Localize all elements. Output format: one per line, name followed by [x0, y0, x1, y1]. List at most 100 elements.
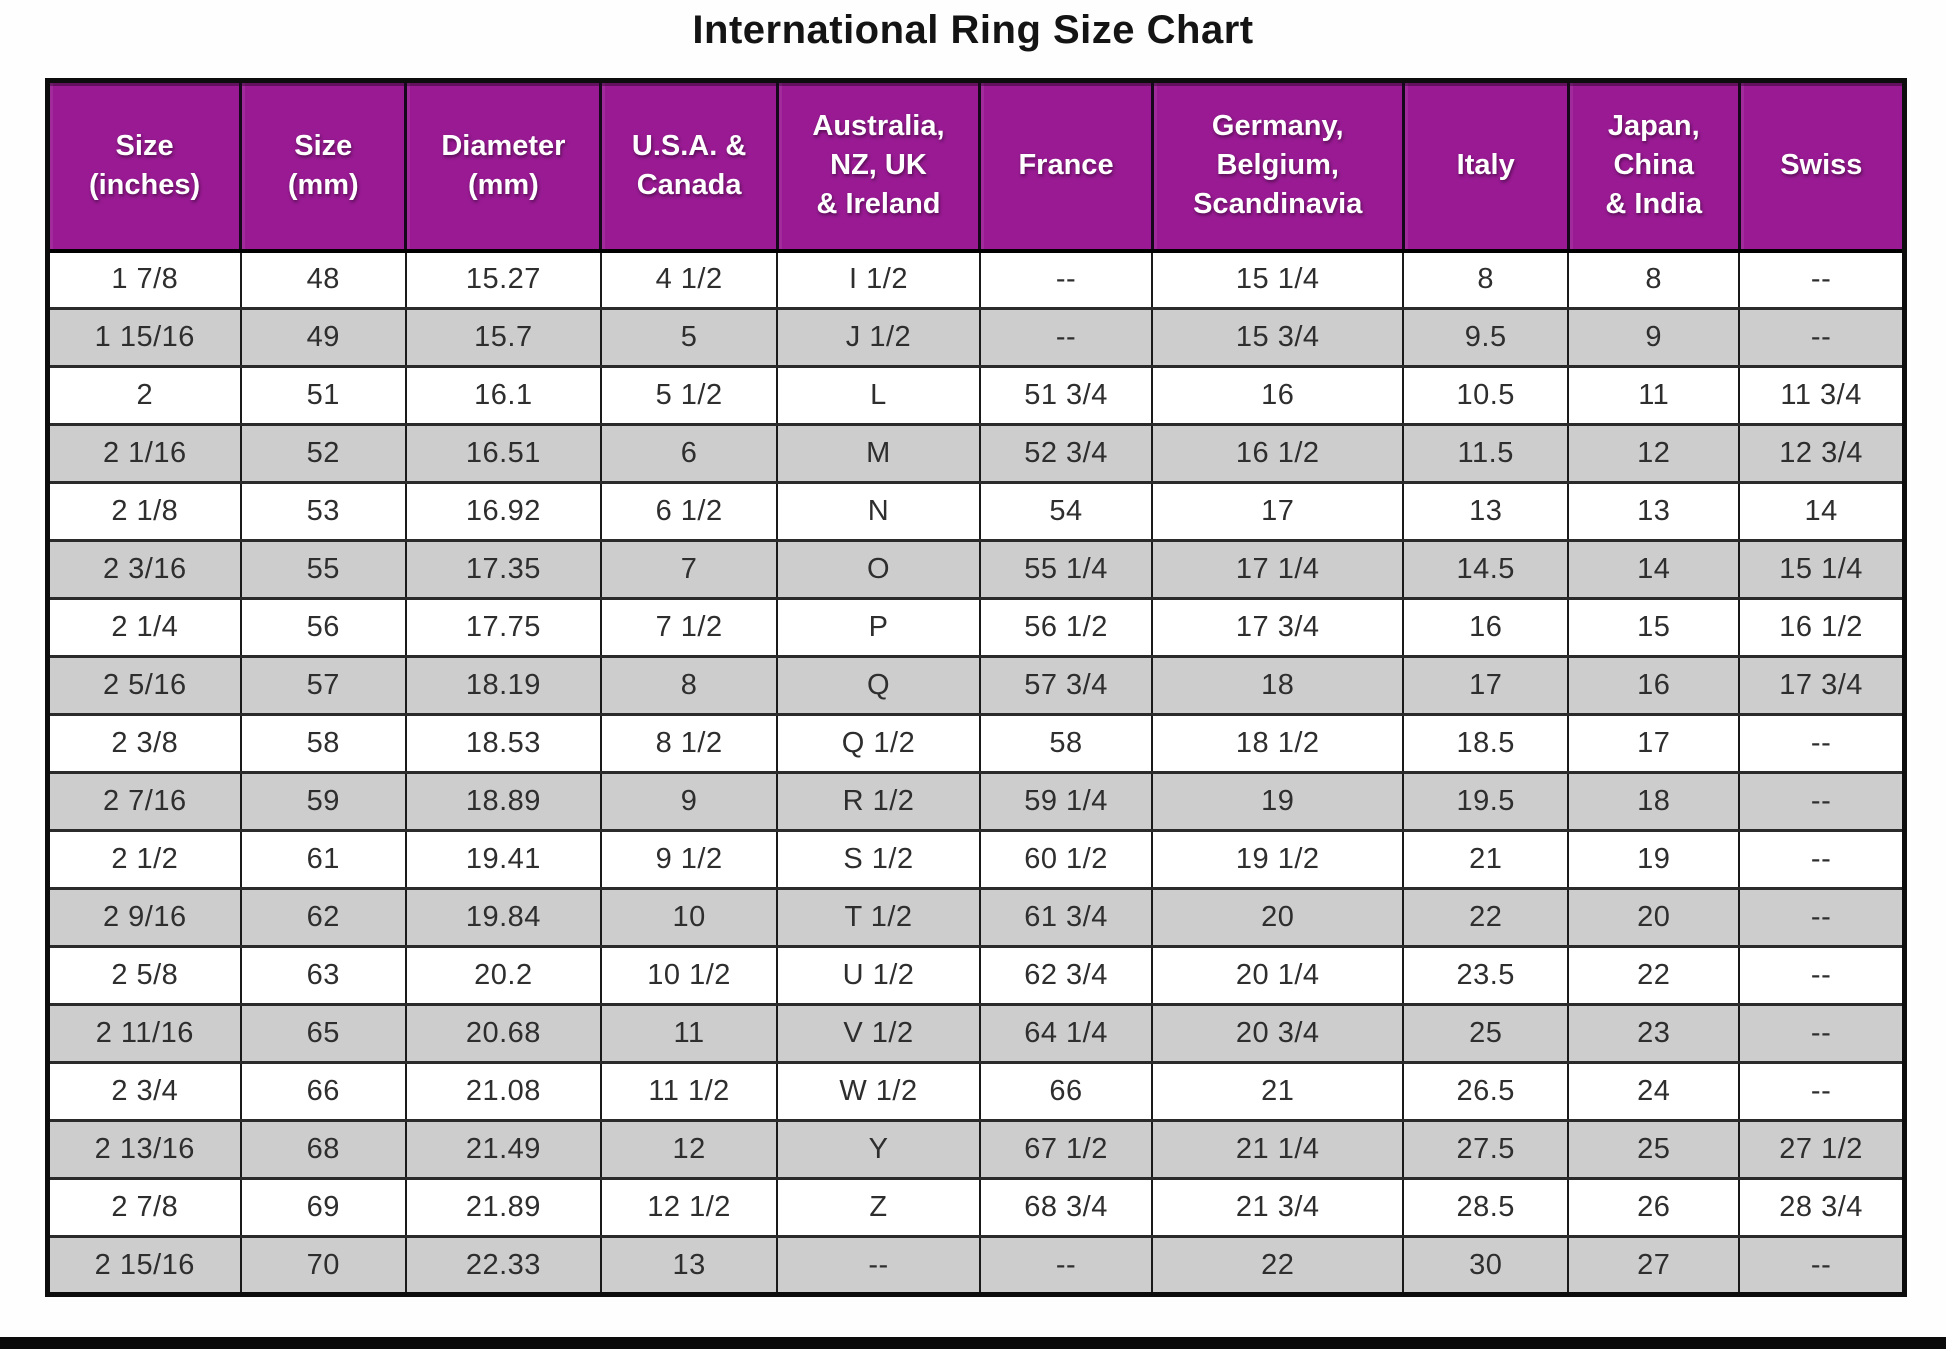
- table-cell: 19 1/2: [1151, 829, 1405, 890]
- table-cell: --: [1738, 1003, 1906, 1064]
- table-row: 2 15/16 70 22.33 13 -- -- 22 30 27 --: [46, 1235, 1906, 1296]
- table-cell: 23: [1567, 1003, 1741, 1064]
- table-cell: 60 1/2: [978, 829, 1154, 890]
- table-row: 2 7/8 69 21.89 12 1/2 Z 68 3/4 21 3/4 28.5 26 28 …: [46, 1177, 1906, 1238]
- table-cell: 17 1/4: [1151, 539, 1405, 600]
- table-cell: 2: [46, 365, 242, 426]
- table-cell: --: [1738, 307, 1906, 368]
- table-cell: 28 3/4: [1738, 1177, 1906, 1238]
- table-row: 1 15/16 49 15.7 5 J 1/2 -- 15 3/4 9.5 9 --: [46, 307, 1906, 368]
- table-head-row: Size (inches) Size (mm) Diameter (mm) U.S.A…: [45, 80, 1907, 253]
- table-cell: P: [776, 597, 981, 658]
- table-cell: 26.5: [1402, 1061, 1570, 1122]
- table-cell: 22: [1567, 945, 1741, 1006]
- table-cell: 2 3/4: [46, 1061, 242, 1122]
- table-cell: 21 1/4: [1151, 1119, 1405, 1180]
- table-row: 2 51 16.1 5 1/2 L 51 3/4 16 10.5 11 11 3/4: [46, 365, 1906, 426]
- page-title: International Ring Size Chart: [692, 8, 1254, 52]
- table-cell: 9: [1567, 307, 1741, 368]
- table-row: 2 5/16 57 18.19 8 Q 57 3/4 18 17 16 17 3/4: [46, 655, 1906, 716]
- table-cell: 2 5/16: [46, 655, 242, 716]
- table-cell: 67 1/2: [978, 1119, 1154, 1180]
- table-cell: --: [978, 249, 1154, 310]
- table-cell: 15.7: [404, 307, 602, 368]
- table-cell: 22.33: [404, 1235, 602, 1296]
- table-cell: 16: [1567, 655, 1741, 716]
- table-cell: 17.75: [404, 597, 602, 658]
- table-cell: --: [978, 307, 1154, 368]
- table-cell: 57 3/4: [978, 655, 1154, 716]
- table-cell: 18.89: [404, 771, 602, 832]
- table-cell: 18.5: [1402, 713, 1570, 774]
- table-cell: 17 3/4: [1738, 655, 1906, 716]
- table-cell: 30: [1402, 1235, 1570, 1296]
- table-cell: 51: [239, 365, 407, 426]
- table-cell: 2 1/2: [46, 829, 242, 890]
- table-row: 2 7/16 59 18.89 9 R 1/2 59 1/4 19 19.5 18 --: [46, 771, 1906, 832]
- column-header-swiss: Swiss: [1737, 80, 1907, 253]
- table-cell: 69: [239, 1177, 407, 1238]
- table-cell: 19: [1151, 771, 1405, 832]
- table-row: 2 1/2 61 19.41 9 1/2 S 1/2 60 1/2 19 1/2 21 19 --: [46, 829, 1906, 890]
- table-cell: 8: [599, 655, 779, 716]
- table-cell: 20.68: [404, 1003, 602, 1064]
- table-cell: U 1/2: [776, 945, 981, 1006]
- table-cell: Y: [776, 1119, 981, 1180]
- table-cell: N: [776, 481, 981, 542]
- table-cell: --: [1738, 249, 1906, 310]
- table-header: Size (inches) Size (mm) Diameter (mm) U.S.A…: [45, 80, 1907, 253]
- table-cell: 53: [239, 481, 407, 542]
- table-cell: 17 3/4: [1151, 597, 1405, 658]
- table-cell: 17.35: [404, 539, 602, 600]
- table-cell: 15 1/4: [1151, 249, 1405, 310]
- table-cell: 13: [1402, 481, 1570, 542]
- table-row: 2 3/16 55 17.35 7 O 55 1/4 17 1/4 14.5 14 15 1/4: [46, 539, 1906, 600]
- table-cell: 52: [239, 423, 407, 484]
- table-cell: 10 1/2: [599, 945, 779, 1006]
- table-cell: 20 1/4: [1151, 945, 1405, 1006]
- table-cell: 23.5: [1402, 945, 1570, 1006]
- table-cell: Z: [776, 1177, 981, 1238]
- table-cell: 2 13/16: [46, 1119, 242, 1180]
- table-cell: 18 1/2: [1151, 713, 1405, 774]
- table-cell: 52 3/4: [978, 423, 1154, 484]
- table-cell: 27.5: [1402, 1119, 1570, 1180]
- table-cell: 12: [1567, 423, 1741, 484]
- table-cell: 18.19: [404, 655, 602, 716]
- table-cell: 20 3/4: [1151, 1003, 1405, 1064]
- table-cell: 61 3/4: [978, 887, 1154, 948]
- table-cell: 12 1/2: [599, 1177, 779, 1238]
- table-cell: 59: [239, 771, 407, 832]
- table-cell: 21 3/4: [1151, 1177, 1405, 1238]
- table-cell: 16.1: [404, 365, 602, 426]
- table-cell: 2 5/8: [46, 945, 242, 1006]
- table-row: 2 9/16 62 19.84 10 T 1/2 61 3/4 20 22 20 --: [46, 887, 1906, 948]
- table-cell: 11 3/4: [1738, 365, 1906, 426]
- table-cell: 1 15/16: [46, 307, 242, 368]
- table-cell: 16: [1151, 365, 1405, 426]
- table-cell: 64 1/4: [978, 1003, 1154, 1064]
- table-cell: --: [776, 1235, 981, 1296]
- table-cell: 8 1/2: [599, 713, 779, 774]
- table-cell: 14.5: [1402, 539, 1570, 600]
- table-cell: --: [978, 1235, 1154, 1296]
- table-cell: 24: [1567, 1061, 1741, 1122]
- table-cell: 16.92: [404, 481, 602, 542]
- table-cell: 8: [1567, 249, 1741, 310]
- table-cell: 20: [1151, 887, 1405, 948]
- table-cell: 49: [239, 307, 407, 368]
- table-cell: --: [1738, 829, 1906, 890]
- table-cell: 2 7/8: [46, 1177, 242, 1238]
- table-cell: 16.51: [404, 423, 602, 484]
- table-cell: J 1/2: [776, 307, 981, 368]
- table-cell: 1 7/8: [46, 249, 242, 310]
- table-row: 2 5/8 63 20.2 10 1/2 U 1/2 62 3/4 20 1/4 23.5 22…: [46, 945, 1906, 1006]
- table-cell: 10.5: [1402, 365, 1570, 426]
- table-cell: --: [1738, 771, 1906, 832]
- table-row: 1 7/8 48 15.27 4 1/2 I 1/2 -- 15 1/4 8 8 --: [46, 249, 1906, 310]
- table-cell: 62: [239, 887, 407, 948]
- table-cell: --: [1738, 713, 1906, 774]
- column-header-japan-china-india: Japan, China & India: [1566, 80, 1741, 253]
- table-cell: 56: [239, 597, 407, 658]
- table-cell: 57: [239, 655, 407, 716]
